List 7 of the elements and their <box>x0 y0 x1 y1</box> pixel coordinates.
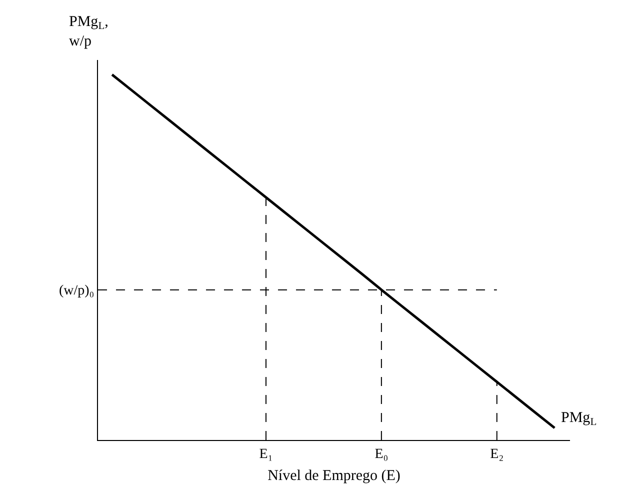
series-label: PMg$_{L}$ <box>561 410 597 428</box>
ref-line-label: (w/p)₀ <box>58 284 94 299</box>
x-tick-label: E₁ <box>259 446 273 462</box>
x-tick-label: E₂ <box>490 446 504 462</box>
x-tick-label: E₀ <box>374 446 388 462</box>
y-axis-title: PMg$_{L}$, w/p <box>69 14 108 50</box>
x-axis-title: Nível de Emprego (E) <box>268 468 400 484</box>
